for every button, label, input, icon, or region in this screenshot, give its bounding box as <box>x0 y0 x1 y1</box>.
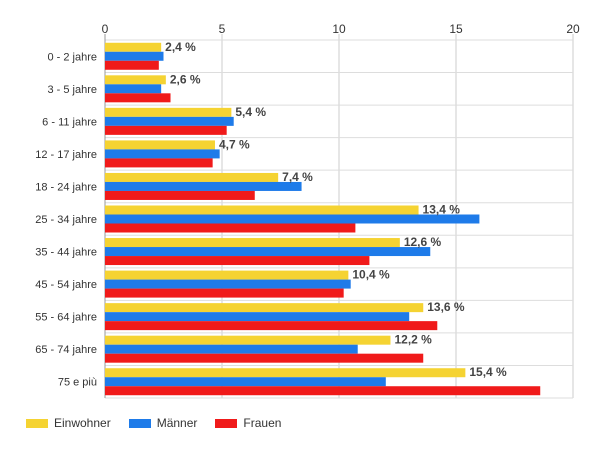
y-category-label: 55 - 64 jahre <box>35 312 97 324</box>
y-category-label: 0 - 2 jahre <box>47 51 97 63</box>
bar-einwohner[interactable] <box>105 140 215 150</box>
bar-frauen[interactable] <box>105 93 171 103</box>
data-label: 13,6 % <box>427 300 465 314</box>
data-label: 2,6 % <box>170 72 201 86</box>
bar-einwohner[interactable] <box>105 172 279 182</box>
legend-swatch-einwohner <box>26 418 48 428</box>
bar-frauen[interactable] <box>105 60 159 70</box>
bar-mnner[interactable] <box>105 181 302 191</box>
data-label: 5,4 % <box>235 105 266 119</box>
bar-frauen[interactable] <box>105 256 370 266</box>
bar-frauen[interactable] <box>105 223 356 233</box>
y-axis-categories: 0 - 2 jahre 3 - 5 jahre 6 - 11 jahre 12 - 1… <box>35 51 97 388</box>
legend-swatch-maenner <box>128 418 151 428</box>
legend-item-frauen[interactable]: Frauen <box>215 416 281 430</box>
bar-frauen[interactable] <box>105 353 424 363</box>
data-label: 12,6 % <box>404 235 442 249</box>
bar-einwohner[interactable] <box>105 270 349 280</box>
bar-frauen[interactable] <box>105 158 213 168</box>
bar-mnner[interactable] <box>105 214 480 224</box>
legend-swatch-frauen <box>215 418 238 428</box>
bar-mnner[interactable] <box>105 344 358 354</box>
x-tick-label: 0 <box>102 22 109 36</box>
legend-item-einwohner[interactable]: Einwohner <box>26 416 111 430</box>
data-label: 2,4 % <box>165 40 196 54</box>
y-category-label: 12 - 17 jahre <box>35 149 97 161</box>
y-category-label: 3 - 5 jahre <box>47 84 97 96</box>
data-label: 15,4 % <box>469 365 507 379</box>
bar-einwohner[interactable] <box>105 335 391 345</box>
bar-einwohner[interactable] <box>105 42 162 52</box>
bar-einwohner[interactable] <box>105 368 466 378</box>
bar-einwohner[interactable] <box>105 238 400 248</box>
bar-einwohner[interactable] <box>105 107 232 117</box>
bar-frauen[interactable] <box>105 288 344 298</box>
bar-frauen[interactable] <box>105 125 227 135</box>
bar-mnner[interactable] <box>105 279 351 289</box>
bar-mnner[interactable] <box>105 149 220 159</box>
legend-label-frauen: Frauen <box>243 416 282 430</box>
y-category-label: 6 - 11 jahre <box>42 116 97 128</box>
bar-mnner[interactable] <box>105 116 234 126</box>
bar-einwohner[interactable] <box>105 205 419 215</box>
bar-mnner[interactable] <box>105 84 162 94</box>
bar-mnner[interactable] <box>105 377 386 387</box>
x-tick-label: 5 <box>219 22 226 36</box>
y-category-label: 45 - 54 jahre <box>35 279 97 291</box>
bar-frauen[interactable] <box>105 386 541 396</box>
data-label: 12,2 % <box>394 333 432 347</box>
legend-label-maenner: Männer <box>156 416 198 430</box>
data-labels: 2,4 % 2,6 % 5,4 % 4,7 % 7,4 % 13,4 % 12,6 % 10,… <box>165 40 507 379</box>
x-tick-label: 15 <box>449 22 463 36</box>
y-category-label: 25 - 34 jahre <box>35 214 97 226</box>
y-category-label: 75 e più <box>58 377 97 389</box>
x-axis-ticks: 0 5 10 15 20 <box>102 22 580 36</box>
legend: Einwohner Männer Frauen <box>26 416 281 430</box>
data-label: 13,4 % <box>423 203 461 217</box>
bar-mnner[interactable] <box>105 51 164 61</box>
data-label: 4,7 % <box>219 137 250 151</box>
data-label: 10,4 % <box>352 268 390 282</box>
bar-mnner[interactable] <box>105 312 410 322</box>
bar-mnner[interactable] <box>105 247 431 257</box>
bars <box>105 42 541 396</box>
y-category-label: 65 - 74 jahre <box>35 344 97 356</box>
bar-frauen[interactable] <box>105 190 255 200</box>
x-tick-label: 20 <box>566 22 580 36</box>
x-tick-label: 10 <box>332 22 346 36</box>
legend-label-einwohner: Einwohner <box>54 416 111 430</box>
bar-einwohner[interactable] <box>105 303 424 313</box>
bar-einwohner[interactable] <box>105 75 166 85</box>
legend-item-maenner[interactable]: Männer <box>128 416 198 430</box>
y-category-label: 18 - 24 jahre <box>35 181 97 193</box>
data-label: 7,4 % <box>282 170 313 184</box>
bar-frauen[interactable] <box>105 321 438 331</box>
y-category-label: 35 - 44 jahre <box>35 247 97 259</box>
